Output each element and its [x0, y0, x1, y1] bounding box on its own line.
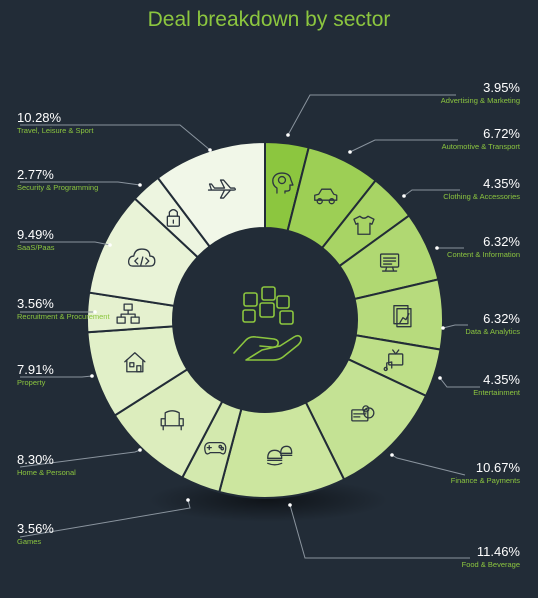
- tshirt-icon: [353, 215, 375, 235]
- label-data-name: Data & Analytics: [465, 327, 520, 336]
- label-advertising: 3.95% Advertising & Marketing: [410, 80, 520, 106]
- leader-line-food-beverage: [289, 504, 470, 559]
- leader-line-property: [20, 375, 93, 378]
- label-games: 3.56% Games: [17, 521, 127, 547]
- label-saas: 9.49% SaaS/Paas: [17, 227, 127, 253]
- food-burger-icon: [267, 445, 293, 466]
- label-saas-name: SaaS/Paas: [17, 243, 55, 252]
- leader-dot-entertainment: [438, 376, 442, 380]
- leader-dot-clothing-accessories: [402, 194, 406, 198]
- label-clothing: 4.35% Clothing & Accessories: [410, 176, 520, 202]
- label-automotive: 6.72% Automotive & Transport: [410, 126, 520, 152]
- leader-line-games: [19, 499, 191, 538]
- leader-line-saas-paas: [20, 241, 111, 246]
- label-travel-name: Travel, Leisure & Sport: [17, 126, 94, 135]
- label-home-name: Home & Personal: [17, 468, 76, 477]
- leader-dot-data-analytics: [441, 326, 445, 330]
- monitor-icon: [379, 253, 400, 272]
- leader-line-entertainment: [439, 377, 480, 388]
- armchair-icon: [160, 410, 184, 431]
- label-saas-value: 9.49%: [17, 227, 54, 242]
- label-property: 7.91% Property: [17, 362, 127, 388]
- label-recruitment-value: 3.56%: [17, 296, 54, 311]
- label-food: 11.46% Food & Beverage: [410, 544, 520, 570]
- label-automotive-name: Automotive & Transport: [441, 142, 520, 151]
- hand-with-squares-icon: [233, 286, 302, 361]
- leader-dot-food-beverage: [288, 503, 292, 507]
- leader-dot-security-programming: [138, 183, 142, 187]
- label-home: 8.30% Home & Personal: [17, 452, 127, 478]
- label-clothing-name: Clothing & Accessories: [443, 192, 520, 201]
- label-finance-value: 10.67%: [475, 460, 520, 475]
- label-games-name: Games: [17, 537, 42, 546]
- leader-dot-travel-leisure-sport: [208, 148, 212, 152]
- house-icon: [124, 352, 146, 373]
- label-recruitment-name: Recruitment & Procurement: [17, 312, 110, 321]
- leader-dot-advertising-marketing: [286, 133, 290, 137]
- donut-hole: [173, 228, 357, 412]
- leader-lines-group: [19, 94, 480, 559]
- leader-dot-home-personal: [138, 448, 142, 452]
- leader-line-automotive-transport: [349, 139, 458, 153]
- label-security-value: 2.77%: [17, 167, 54, 182]
- label-travel-value: 10.28%: [17, 110, 62, 125]
- head-lightbulb-icon: [272, 172, 294, 194]
- car-icon: [314, 188, 338, 205]
- slice-icons-group: [116, 172, 412, 466]
- leader-dot-recruitment-procurement: [93, 310, 97, 314]
- label-advertising-name: Advertising & Marketing: [440, 96, 520, 105]
- leader-line-clothing-accessories: [403, 189, 460, 197]
- label-food-name: Food & Beverage: [461, 560, 520, 569]
- label-security: 2.77% Security & Programming: [17, 167, 127, 193]
- tv-music-icon: [383, 349, 404, 372]
- leader-line-travel-leisure-sport: [20, 124, 211, 151]
- org-people-icon: [116, 303, 140, 324]
- chart-title: Deal breakdown by sector: [147, 8, 391, 31]
- label-content-name: Content & Information: [447, 250, 520, 259]
- leader-dot-finance-payments: [390, 453, 394, 457]
- label-advertising-value: 3.95%: [483, 80, 520, 95]
- label-content-value: 6.32%: [483, 234, 520, 249]
- leader-dot-automotive-transport: [348, 150, 352, 154]
- label-automotive-value: 6.72%: [483, 126, 520, 141]
- leader-dot-games: [186, 498, 190, 502]
- label-finance: 10.67% Finance & Payments: [410, 460, 520, 486]
- report-chart-icon: [393, 305, 412, 328]
- label-entertainment: 4.35% Entertainment: [410, 372, 520, 398]
- label-games-value: 3.56%: [17, 521, 54, 536]
- label-property-value: 7.91%: [17, 362, 54, 377]
- label-home-value: 8.30%: [17, 452, 54, 467]
- leader-dot-content-information: [435, 246, 439, 250]
- label-security-name: Security & Programming: [17, 183, 99, 192]
- cloud-code-icon: [128, 248, 156, 267]
- card-coin-icon: [351, 405, 375, 422]
- gamepad-icon: [204, 441, 227, 455]
- slices-group: [86, 140, 444, 499]
- leader-line-security-programming: [20, 181, 141, 186]
- leader-line-finance-payments: [391, 454, 466, 476]
- label-food-value: 11.46%: [476, 544, 520, 559]
- leader-line-data-analytics: [442, 324, 468, 329]
- label-recruitment: 3.56% Recruitment & Procurement: [17, 296, 127, 322]
- airplane-icon: [207, 179, 236, 199]
- leader-line-advertising-marketing: [287, 94, 456, 136]
- label-content: 6.32% Content & Information: [410, 234, 520, 260]
- label-travel: 10.28% Travel, Leisure & Sport: [17, 110, 127, 136]
- label-entertainment-name: Entertainment: [473, 388, 520, 397]
- label-data: 6.32% Data & Analytics: [410, 311, 520, 337]
- label-clothing-value: 4.35%: [483, 176, 520, 191]
- label-data-value: 6.32%: [483, 311, 520, 326]
- leader-dot-saas-paas: [108, 243, 112, 247]
- label-property-name: Property: [17, 378, 46, 387]
- label-entertainment-value: 4.35%: [483, 372, 520, 387]
- label-finance-name: Finance & Payments: [450, 476, 520, 485]
- padlock-icon: [166, 209, 180, 227]
- leader-dot-property: [90, 374, 94, 378]
